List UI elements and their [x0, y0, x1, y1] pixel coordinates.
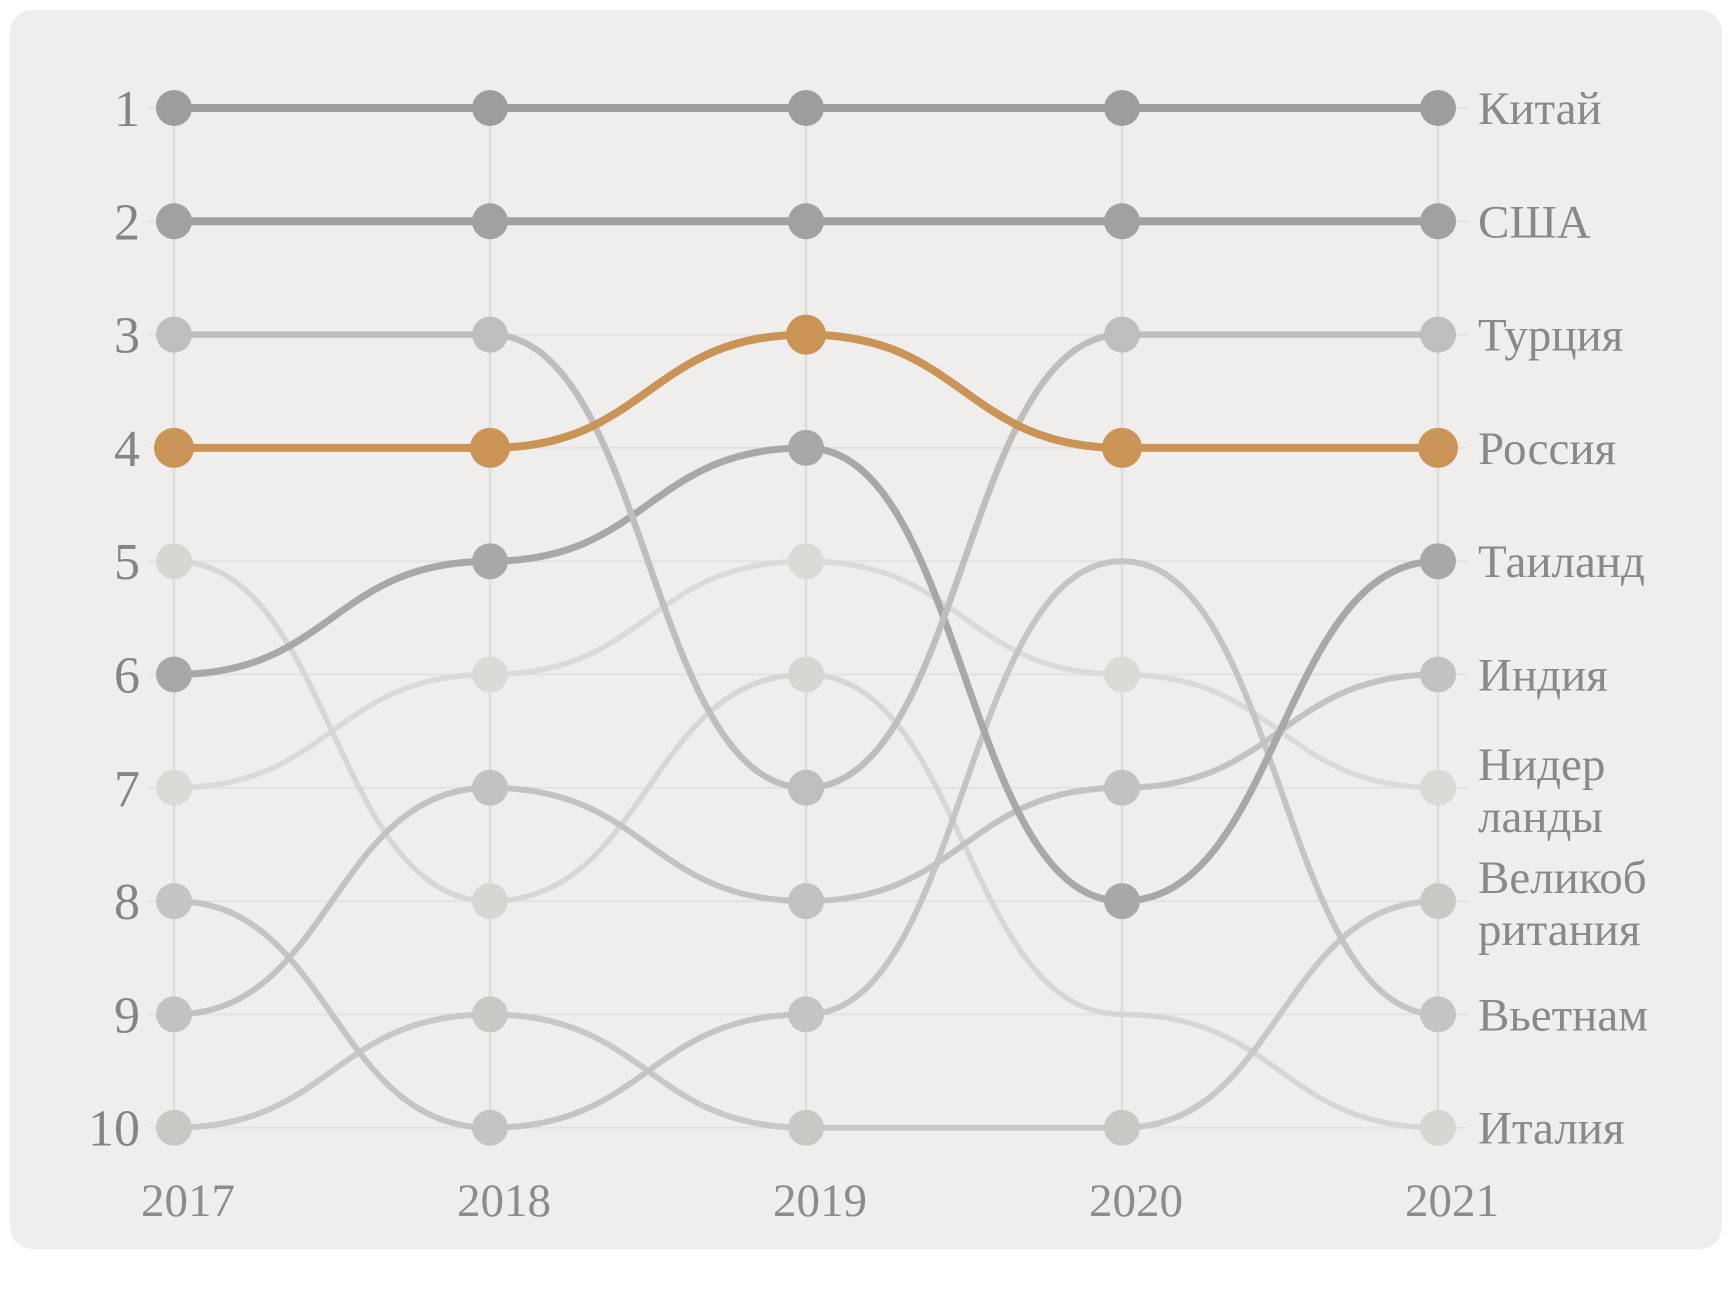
rank-label-2: 2: [114, 194, 140, 251]
dot-italy-2017: [156, 543, 192, 580]
dot-china-2019: [788, 90, 824, 126]
dot-turkey-2017: [156, 316, 192, 353]
dot-thailand-2019: [788, 429, 824, 466]
dot-russia-2021: [1418, 427, 1458, 468]
dot-netherlands-2020: [1104, 656, 1140, 693]
dot-usa-2017: [156, 203, 192, 240]
dot-russia-2019: [786, 314, 826, 355]
dot-netherlands-2021: [1420, 769, 1456, 806]
series-line-vietnam: [171, 558, 1441, 1131]
series-label-vietnam: Вьетнам: [1478, 989, 1648, 1041]
dot-usa-2019: [788, 203, 824, 240]
rank-label-7: 7: [114, 761, 140, 818]
series-label-russia: Россия: [1478, 423, 1616, 475]
dot-usa-2021: [1420, 203, 1456, 240]
year-label-2019: 2019: [773, 1175, 867, 1227]
dot-usa-2020: [1104, 203, 1140, 240]
dot-china-2017: [156, 90, 192, 126]
rank-label-1: 1: [114, 81, 140, 138]
dot-italy-2019: [788, 656, 824, 693]
dot-thailand-2018: [472, 543, 508, 580]
dot-vietnam-2021: [1420, 996, 1456, 1033]
dot-usa-2018: [472, 203, 508, 240]
dot-netherlands-2018: [472, 656, 508, 693]
dot-uk-2021: [1420, 883, 1456, 920]
dot-thailand-2017: [156, 656, 192, 693]
series-label-china: Китай: [1478, 83, 1602, 135]
dot-india-2020: [1104, 769, 1140, 806]
dot-thailand-2020: [1104, 883, 1140, 920]
series-label-uk-line2: ритания: [1478, 904, 1641, 956]
dot-turkey-2018: [472, 316, 508, 353]
rank-label-10: 10: [88, 1101, 140, 1158]
dot-india-2018: [472, 769, 508, 806]
series-line-thailand: [170, 444, 1442, 905]
dot-india-2021: [1420, 656, 1456, 693]
dot-turkey-2021: [1420, 316, 1456, 353]
dot-vietnam-2017: [156, 883, 192, 920]
dot-india-2019: [788, 883, 824, 920]
dot-netherlands-2017: [156, 769, 192, 806]
year-label-2017: 2017: [141, 1175, 235, 1227]
dot-uk-2019: [788, 1109, 824, 1146]
dot-russia-2018: [470, 427, 510, 468]
series-label-uk-line1: Великоб: [1478, 852, 1647, 904]
rank-label-9: 9: [114, 987, 140, 1044]
year-label-2020: 2020: [1089, 1175, 1183, 1227]
rank-label-8: 8: [114, 874, 140, 931]
series-label-italy: Италия: [1478, 1103, 1625, 1155]
dot-china-2020: [1104, 90, 1140, 126]
rank-label-5: 5: [114, 534, 140, 591]
dot-vietnam-2018: [472, 1109, 508, 1146]
series-label-netherlands-line1: Нидер: [1478, 739, 1605, 791]
series-label-usa: США: [1478, 196, 1591, 248]
series-label-netherlands-line2: ланды: [1478, 791, 1603, 843]
dot-uk-2017: [156, 1109, 192, 1146]
year-label-2021: 2021: [1405, 1175, 1499, 1227]
dot-italy-2018: [472, 883, 508, 920]
series-label-india: Индия: [1478, 650, 1608, 702]
rank-label-6: 6: [114, 648, 140, 705]
series-label-turkey: Турция: [1478, 310, 1623, 362]
dot-china-2021: [1420, 90, 1456, 126]
dot-russia-2020: [1102, 427, 1142, 468]
dot-turkey-2019: [788, 769, 824, 806]
dot-uk-2020: [1104, 1109, 1140, 1146]
rank-label-4: 4: [114, 421, 140, 478]
dot-thailand-2021: [1420, 543, 1456, 580]
dot-russia-2017: [154, 427, 194, 468]
dot-italy-2021: [1420, 1109, 1456, 1146]
dot-uk-2018: [472, 996, 508, 1033]
dot-vietnam-2019: [788, 996, 824, 1033]
dot-netherlands-2019: [788, 543, 824, 580]
dot-turkey-2020: [1104, 316, 1140, 353]
year-label-2018: 2018: [457, 1175, 551, 1227]
dot-india-2017: [156, 996, 192, 1033]
dot-china-2018: [472, 90, 508, 126]
series-label-thailand: Таиланд: [1478, 536, 1645, 588]
rank-label-3: 3: [114, 308, 140, 365]
